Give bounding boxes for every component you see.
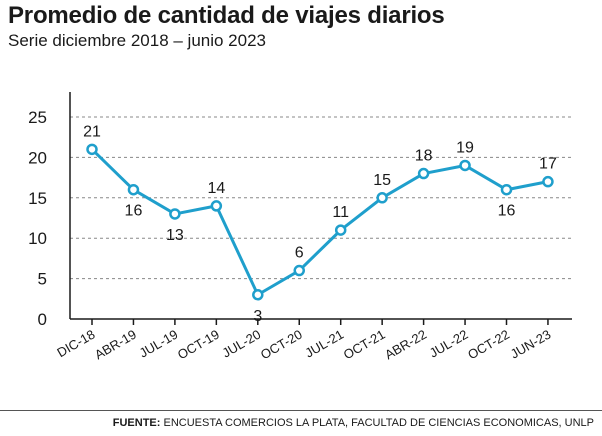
data-point	[334, 224, 347, 236]
data-label: 21	[83, 123, 101, 140]
data-point	[376, 192, 388, 204]
data-point	[210, 200, 223, 212]
data-point	[169, 208, 181, 220]
source-note: FUENTE: ENCUESTA COMERCIOS LA PLATA, FAC…	[113, 417, 594, 429]
data-label: 13	[166, 227, 184, 244]
data-point	[417, 167, 430, 180]
chart-subtitle: Serie diciembre 2018 – junio 2023	[8, 31, 267, 50]
y-tick-label: 10	[28, 229, 47, 248]
y-tick-label: 0	[38, 310, 47, 329]
data-point	[542, 175, 554, 188]
data-point	[86, 143, 98, 156]
x-tick-label: JUL-20	[219, 327, 263, 361]
x-tick-label: JUL-19	[137, 327, 181, 361]
data-label: 6	[295, 245, 304, 262]
y-tick-label: 25	[28, 108, 47, 127]
data-point	[127, 183, 140, 196]
data-label: 11	[332, 204, 349, 221]
y-tick-label: 5	[38, 270, 47, 289]
data-label: 3	[253, 308, 262, 325]
data-label: 14	[207, 180, 225, 197]
x-tick-label: JUN-23	[508, 327, 554, 362]
data-label: 17	[539, 156, 557, 173]
chart-title: Promedio de cantidad de viajes diarios	[8, 2, 445, 29]
x-tick-label: ABR-22	[382, 327, 429, 363]
x-tick-label: OCT-22	[465, 327, 512, 363]
x-tick-label: OCT-19	[175, 327, 222, 363]
y-tick-label: 15	[28, 189, 47, 208]
data-label: 15	[373, 172, 391, 189]
data-label: 16	[498, 203, 516, 220]
data-point	[293, 264, 305, 277]
source-label: FUENTE:	[112, 417, 161, 429]
data-point	[252, 289, 264, 301]
data-point	[459, 159, 471, 172]
source-text: ENCUESTA COMERCIOS LA PLATA, FACULTAD DE…	[163, 417, 594, 429]
y-tick-label: 20	[28, 148, 47, 167]
x-tick-label: JUL-22	[427, 327, 471, 361]
x-tick-label: JUL-21	[302, 327, 346, 361]
x-tick-label: OCT-21	[341, 327, 388, 363]
series-line	[90, 148, 549, 297]
data-label: 19	[456, 139, 474, 156]
data-label: 18	[415, 148, 433, 165]
x-tick-label: DIC-18	[54, 327, 97, 361]
data-label: 16	[125, 203, 143, 220]
footer-divider	[0, 410, 602, 411]
data-point	[500, 183, 513, 196]
x-tick-label: ABR-19	[92, 327, 139, 363]
x-tick-label: OCT-20	[258, 327, 305, 363]
